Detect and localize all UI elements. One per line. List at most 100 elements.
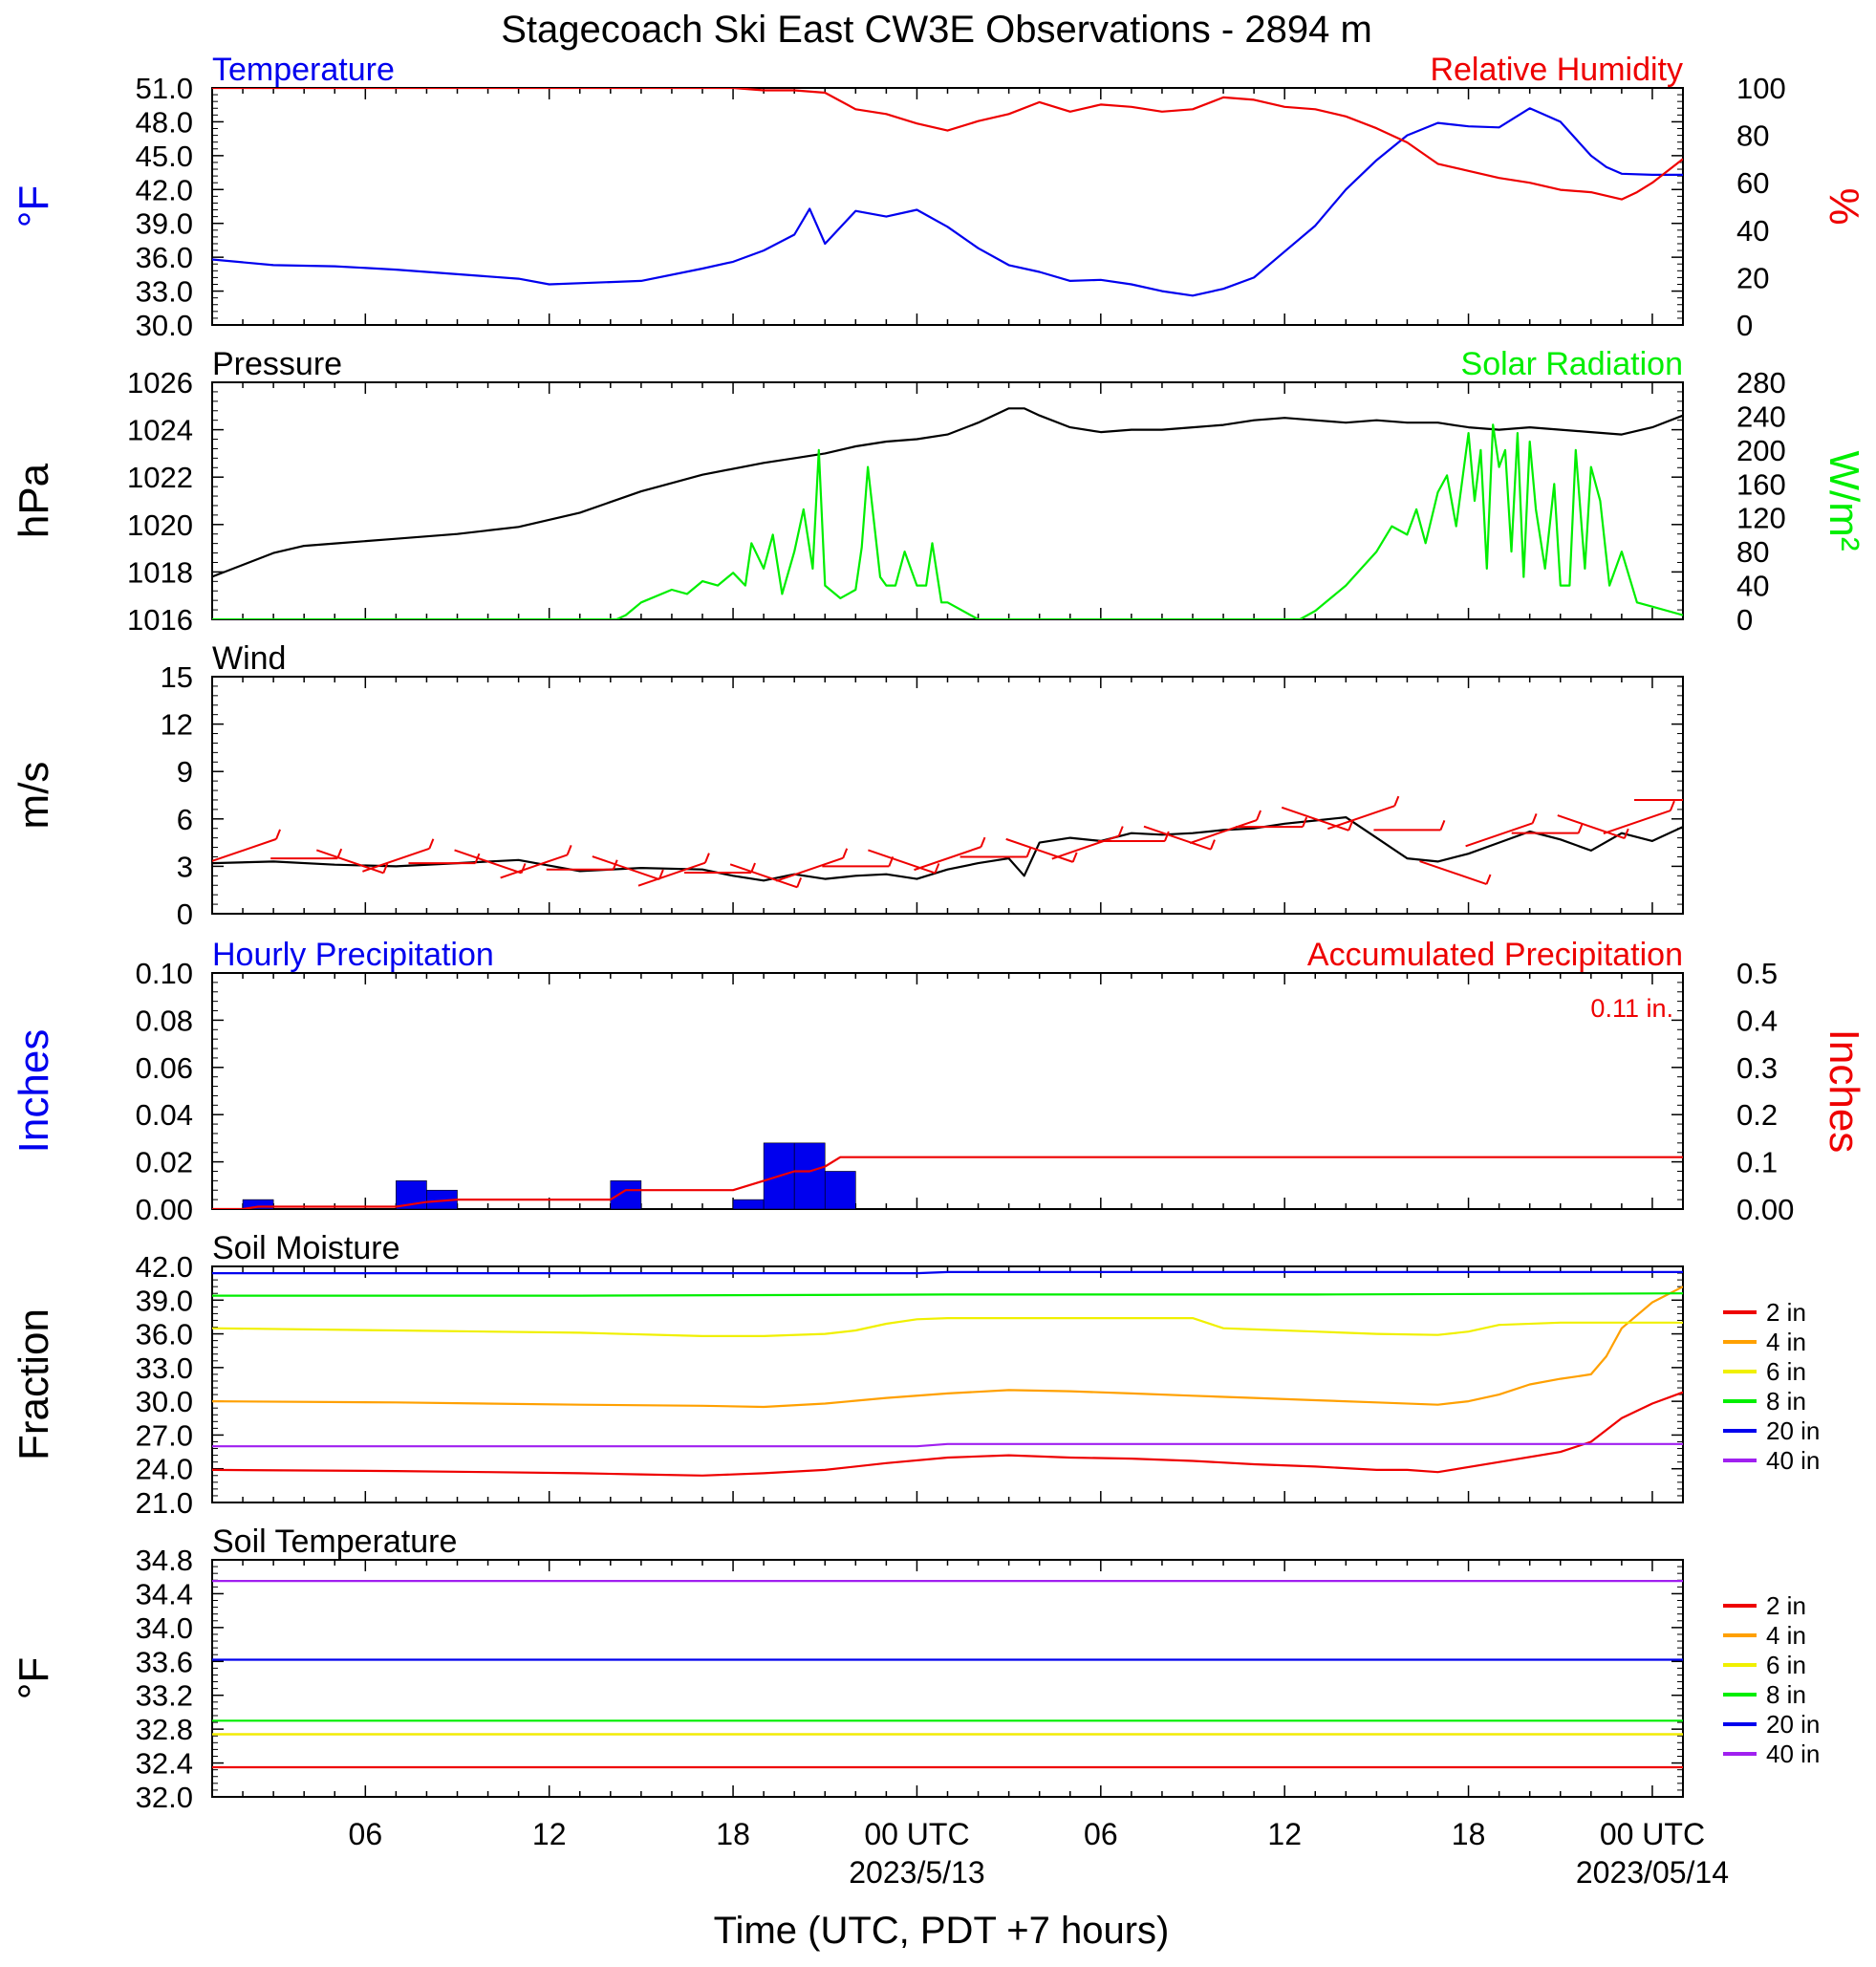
wind-barb-tick-26 [1485, 874, 1492, 885]
panel-title-right: Accumulated Precipitation [1307, 937, 1683, 973]
series-soil_moisture-4-in [212, 1286, 1683, 1409]
panel-title-left: Soil Moisture [212, 1230, 400, 1266]
wind-barb-tick-0 [275, 829, 281, 840]
y-tick-label-left: 32.8 [136, 1713, 193, 1746]
y-tick-label-right: 200 [1736, 434, 1786, 467]
legend-label-20-in: 20 in [1766, 1710, 1820, 1739]
panel-title-left: Temperature [212, 52, 395, 88]
y-tick-label-left: 42.0 [136, 1250, 193, 1284]
wind-barb-29 [1557, 814, 1626, 840]
panel-soil_moisture: 21.024.027.030.033.036.039.042.0 Soil Moi… [11, 1230, 1820, 1520]
legend-label-20-in: 20 in [1766, 1416, 1820, 1445]
y-tick-label-left: 33.2 [136, 1679, 193, 1713]
plot-frame [211, 676, 1684, 915]
panels: 30.033.036.039.042.045.048.051.002040608… [11, 52, 1867, 1814]
series-soil_moisture-20-in [212, 1270, 1683, 1275]
plot-frame [211, 1559, 1684, 1798]
wind-barb-tick-22 [1302, 816, 1308, 828]
wind-barb-8 [592, 855, 660, 880]
panel-wind: 0 3 6 9 12 15 Wind m/s [11, 640, 1684, 931]
y-axis-label-right: W/m² [1821, 450, 1867, 551]
y-tick-label-right: 240 [1736, 400, 1786, 433]
panel-title-left: Wind [212, 640, 286, 677]
wind-barb-tick-27 [1531, 812, 1538, 824]
y-axis-label-left: m/s [11, 762, 57, 830]
series-soil_moisture-8-in [212, 1292, 1683, 1297]
y-tick-label-right: 20 [1736, 261, 1769, 294]
wind-barb-tick-11 [796, 876, 803, 888]
y-tick-label-left: 39.0 [136, 207, 193, 241]
y-tick-label-left: 51.0 [136, 72, 193, 105]
y-tick-label-left: 34.0 [136, 1611, 193, 1645]
y-tick-label-left: 1024 [127, 414, 193, 447]
y-axis-label-left: Fraction [11, 1308, 57, 1460]
wind-barb-tick-20 [1210, 839, 1216, 851]
y-tick-label-left: 0.02 [136, 1146, 193, 1179]
y-axis-label-left: °F [11, 185, 57, 227]
panel-precip: 0.00 0.02 0.04 0.06 0.08 0.10 0.00 0.1 0.2 0.3 0.4… [11, 937, 1867, 1226]
y-tick-label-left: 27.0 [136, 1418, 193, 1452]
wind-barb-23 [1281, 806, 1349, 832]
legend-label-40-in: 40 in [1766, 1740, 1820, 1768]
legend-label-6-in: 6 in [1766, 1651, 1806, 1679]
series-pressure_solar-pressure [212, 407, 1683, 578]
time-axis: 06 12 18 00 UTC 06 12 18 00 UTC 2023/5/13 2023/05… [349, 1817, 1730, 1890]
y-tick-label-left: 0 [177, 897, 193, 931]
panel-pressure_solar: 1016 1018 1020 1022 1024 1026 0408012016020024… [11, 346, 1867, 637]
wind-barb-tick-21 [1256, 810, 1261, 821]
data-layer [212, 1142, 1683, 1209]
wind-barb-tick-24 [1393, 795, 1400, 807]
y-tick-label-left: 1026 [127, 366, 193, 400]
y-tick-label-left: 32.4 [136, 1747, 193, 1781]
y-tick-label-right: 0 [1736, 309, 1753, 342]
data-layer [212, 407, 1683, 619]
y-tick-label-right: 0.1 [1736, 1146, 1778, 1179]
panel-soil_temp: 32.032.432.833.233.634.034.434.8 Soil Tem… [11, 1524, 1820, 1814]
wind-barb-tick-14 [934, 863, 940, 874]
y-tick-label-left: 33.0 [136, 275, 193, 309]
y-tick-label-right: 40 [1736, 570, 1769, 603]
y-tick-label-left: 6 [177, 803, 193, 836]
wind-barb-2 [315, 849, 384, 875]
figure-title: Stagecoach Ski East CW3E Observations - … [501, 9, 1372, 51]
wind-barb-12 [775, 856, 844, 882]
time-tick-label: 00 UTC [1600, 1817, 1705, 1851]
time-tick-label: 12 [1267, 1817, 1302, 1851]
y-tick-label-left: 30.0 [136, 309, 193, 342]
wind-barb-tick-15 [980, 836, 986, 848]
time-tick-label: 18 [1452, 1817, 1486, 1851]
y-tick-label-right: 80 [1736, 119, 1769, 153]
y-tick-label-right: 0.2 [1736, 1098, 1778, 1132]
date-label: 2023/5/13 [849, 1855, 984, 1890]
precip-bar-6 [793, 1142, 826, 1209]
y-tick-label-right: 0.4 [1736, 1004, 1778, 1037]
y-tick-label-left: 1016 [127, 603, 193, 637]
y-tick-label-right: 0.3 [1736, 1051, 1778, 1085]
wind-barb-tick-6 [566, 845, 572, 855]
y-tick-label-left: 34.8 [136, 1544, 193, 1577]
y-tick-label-left: 0.10 [136, 957, 193, 990]
y-tick-label-left: 0.04 [136, 1098, 193, 1132]
y-tick-label-right: 80 [1736, 535, 1769, 569]
y-tick-label-left: 30.0 [136, 1385, 193, 1418]
precip-bar-0 [242, 1199, 274, 1209]
data-layer [212, 1270, 1683, 1477]
y-axis-label-right: Inches [1821, 1029, 1867, 1154]
y-tick-label-left: 21.0 [136, 1486, 193, 1520]
plot-frame [211, 87, 1684, 326]
y-axis-label-left: hPa [11, 463, 57, 538]
wind-barb-14 [868, 849, 936, 875]
wind-barb-tick-30 [1669, 800, 1675, 811]
y-tick-label-left: 32.0 [136, 1781, 193, 1814]
wind-barb-tick-19 [1163, 831, 1170, 842]
plot-frame [211, 381, 1684, 620]
y-tick-label-left: 33.6 [136, 1645, 193, 1678]
series-soil_moisture-40-in [212, 1442, 1683, 1448]
accumulated-total-label: 0.11 in. [1590, 994, 1673, 1023]
legend-label-40-in: 40 in [1766, 1446, 1820, 1475]
data-layer [212, 88, 1683, 297]
y-tick-label-right: 40 [1736, 214, 1769, 248]
wind-barb-tick-12 [842, 848, 849, 859]
legend-label-8-in: 8 in [1766, 1387, 1806, 1416]
time-tick-label: 12 [532, 1817, 567, 1851]
